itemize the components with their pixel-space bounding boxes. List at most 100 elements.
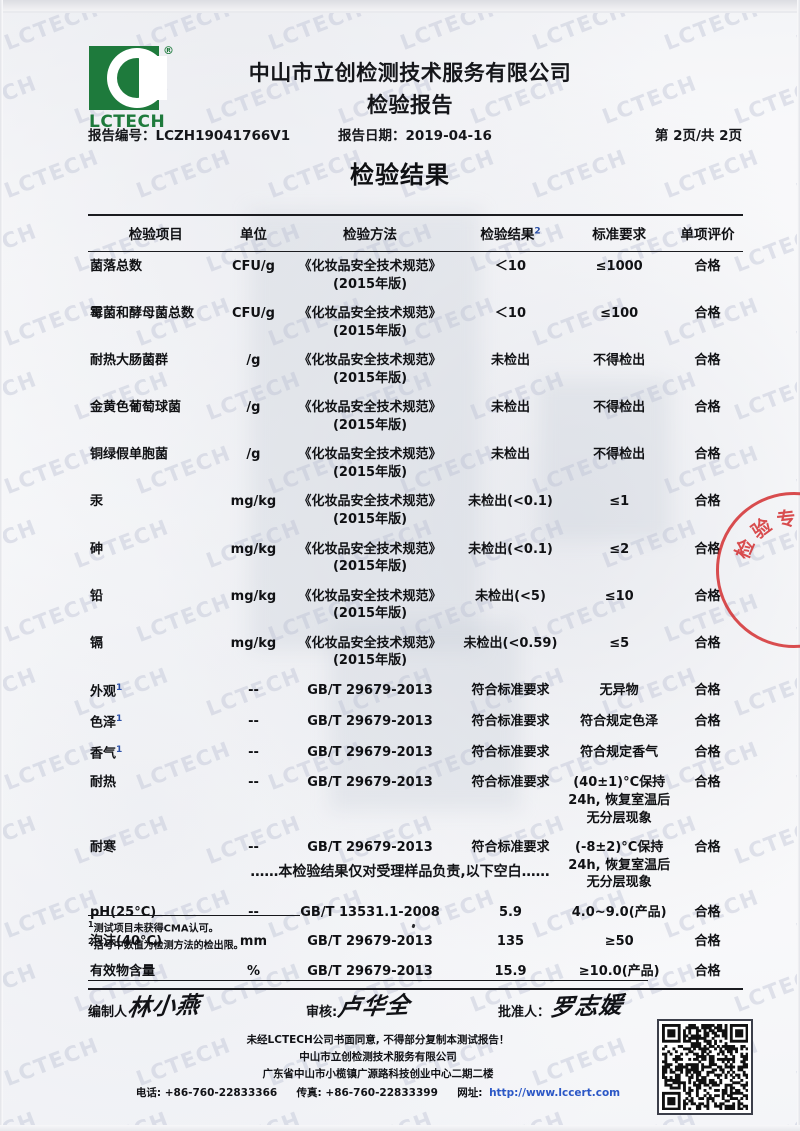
telephone-label: 电话: — [135, 1087, 162, 1099]
cell-item: 霉菌和酵母菌总数 — [88, 299, 222, 346]
cell-unit: -- — [248, 775, 259, 791]
cell-method: 《化妆品安全技术规范》(2015年版) — [298, 635, 442, 669]
fax-value: +86-760-22833399 — [325, 1087, 438, 1099]
cell-item: 金黄色葡萄球菌 — [88, 393, 222, 440]
cell-unit: -- — [248, 744, 259, 760]
cell-evaluation: 合格 — [694, 744, 721, 760]
cell-unit: /g — [246, 353, 261, 369]
cell-evaluation: 合格 — [694, 635, 721, 651]
registered-trademark-icon: ® — [163, 44, 174, 57]
cell-result: 5.9 — [498, 904, 522, 920]
cell-standard: ≤1000 — [595, 259, 643, 274]
cell-unit: mg/kg — [230, 588, 277, 604]
cell-item: 菌落总数 — [88, 252, 222, 300]
column-header-label: 检验方法 — [343, 227, 398, 243]
website-link[interactable]: http://www.lccert.com — [489, 1087, 621, 1099]
footer-address: 广东省中山市小榄镇广源路科技创业中心二期二楼 — [262, 1068, 494, 1080]
cell-result: ＜10 — [494, 259, 527, 274]
cell-item: 有效物含量 — [88, 956, 222, 991]
cell-result: 未检出(<0.1) — [468, 494, 553, 510]
cell-footnote-marker: 1 — [116, 682, 123, 693]
column-header-item: 检验项目 — [88, 214, 222, 252]
signature-divider — [88, 980, 648, 981]
cell-result: 未检出 — [490, 353, 530, 369]
cell-method: 《化妆品安全技术规范》(2015年版) — [298, 494, 442, 528]
cell-standard: 符合规定色泽 — [580, 713, 659, 729]
cell-item-label: 霉菌和酵母菌总数 — [90, 306, 195, 322]
column-header-std: 标准要求 — [566, 214, 673, 252]
qr-code[interactable] — [657, 1019, 753, 1115]
cell-unit: CFU/g — [231, 306, 275, 322]
signature-handwriting: 林小燕 — [126, 991, 202, 1022]
cell-item-label: pH(25°C) — [90, 904, 157, 920]
column-header-label: 单位 — [239, 227, 267, 243]
cell-method: 《化妆品安全技术规范》(2015年版) — [298, 588, 442, 622]
cell-unit: -- — [248, 713, 259, 729]
column-header-eval: 单项评价 — [672, 214, 743, 252]
cell-evaluation: 合格 — [694, 353, 721, 369]
qr-code-image — [662, 1024, 748, 1110]
cell-method: GB/T 29679-2013 — [307, 775, 433, 791]
cell-evaluation: 合格 — [694, 904, 721, 920]
cell-result: 未检出 — [490, 400, 530, 416]
telephone-value: +86-760-22833366 — [164, 1087, 278, 1099]
table-row: 菌落总数 CFU/g 《化妆品安全技术规范》(2015年版) ＜10 ≤1000 合格 — [88, 252, 743, 300]
cell-item-label: 耐寒 — [90, 840, 117, 856]
report-meta-row: 报告编号：LCZH19041766V1 报告日期：2019-04-16 第 2页… — [88, 124, 742, 144]
cell-standard: 无异物 — [599, 682, 639, 698]
cell-standard: ≤5 — [609, 635, 630, 651]
table-row: 汞 mg/kg 《化妆品安全技术规范》(2015年版) 未检出(<0.1) ≤1 合格 — [88, 487, 743, 534]
lctech-logo-icon: ® — [89, 44, 174, 110]
table-header-row: 检验项目 单位 检验方法 检验结果2 标准要求 单项评价 — [88, 214, 743, 252]
cell-standard: ≥50 — [604, 934, 634, 950]
cell-item-label: 菌落总数 — [90, 259, 143, 274]
signature-handwriting: 卢华全 — [336, 991, 412, 1022]
scan-bottom-edge — [0, 1125, 800, 1131]
cell-result: 135 — [496, 934, 525, 950]
cell-item: 镉 — [88, 629, 222, 676]
cell-evaluation: 合格 — [672, 956, 743, 991]
signature-group-2: 审核: 卢华全 — [306, 991, 412, 1022]
cell-evaluation: 合格 — [694, 447, 721, 463]
cell-item: 铜绿假单胞菌 — [88, 440, 222, 487]
signature-label: 批准人： — [498, 1005, 551, 1020]
cell-item-label: 金黄色葡萄球菌 — [90, 400, 182, 416]
column-header-footnote-marker: 2 — [534, 226, 541, 237]
table-row: 铅 mg/kg 《化妆品安全技术规范》(2015年版) 未检出(<5) ≤10 合格 — [88, 582, 743, 629]
cell-item-label: 色泽 — [90, 715, 117, 731]
signature-group-3: 批准人： 罗志媛 — [498, 991, 625, 1022]
cell-result: 未检出 — [490, 447, 530, 463]
scan-right-edge — [797, 0, 800, 1131]
cell-standard: (40±1)°C保持24h, 恢复室温后无分层现象 — [568, 775, 671, 826]
report-date: 报告日期：2019-04-16 — [338, 124, 492, 144]
table-row: 耐热大肠菌群/g 《化妆品安全技术规范》(2015年版) 未检出 不得检出 合格 — [88, 346, 743, 393]
cell-evaluation: 合格 — [694, 306, 721, 322]
copyright-notice: 未经LCTECH公司书面同意, 不得部分复制本测试报告！ — [246, 1034, 510, 1046]
cell-method: GB/T 13531.1-2008 — [300, 904, 440, 920]
column-header-method: 检验方法 — [285, 214, 455, 252]
cell-result: 符合标准要求 — [471, 775, 550, 791]
cell-result: ＜10 — [494, 306, 527, 322]
cell-result: 15.9 — [454, 956, 567, 991]
cell-item-label: 有效物含量 — [90, 963, 156, 979]
cell-standard: ≤100 — [600, 306, 639, 322]
cell-evaluation: 合格 — [694, 934, 721, 950]
cell-item-label: 汞 — [90, 494, 104, 510]
cell-result: 未检出(<0.59) — [463, 635, 558, 651]
column-header-label: 单项评价 — [680, 227, 735, 243]
cell-item: 香气1 — [88, 738, 222, 769]
page-indicator: 第 2页/共 2页 — [654, 128, 742, 144]
signature-handwriting: 罗志媛 — [549, 991, 625, 1022]
cell-standard: ≤2 — [609, 541, 630, 557]
cell-standard: ≥10.0(产品) — [566, 956, 673, 991]
report-type-heading: 检验报告 — [367, 93, 453, 117]
cell-standard: 不得检出 — [593, 447, 646, 463]
footer-company-name: 中山市立创检测技术服务有限公司 — [299, 1051, 457, 1063]
cell-evaluation: 合格 — [694, 682, 721, 698]
report-number-value: LCZH19041766V1 — [155, 128, 291, 144]
cell-item-label: 耐热大肠菌群 — [90, 353, 169, 369]
footnote-text: 括号中数值为检测方法的检出限。 — [93, 940, 244, 952]
footnote-item: 1测试项目未获得CMA认可。 — [88, 919, 244, 936]
footnote-text: 测试项目未获得CMA认可。 — [93, 923, 219, 935]
